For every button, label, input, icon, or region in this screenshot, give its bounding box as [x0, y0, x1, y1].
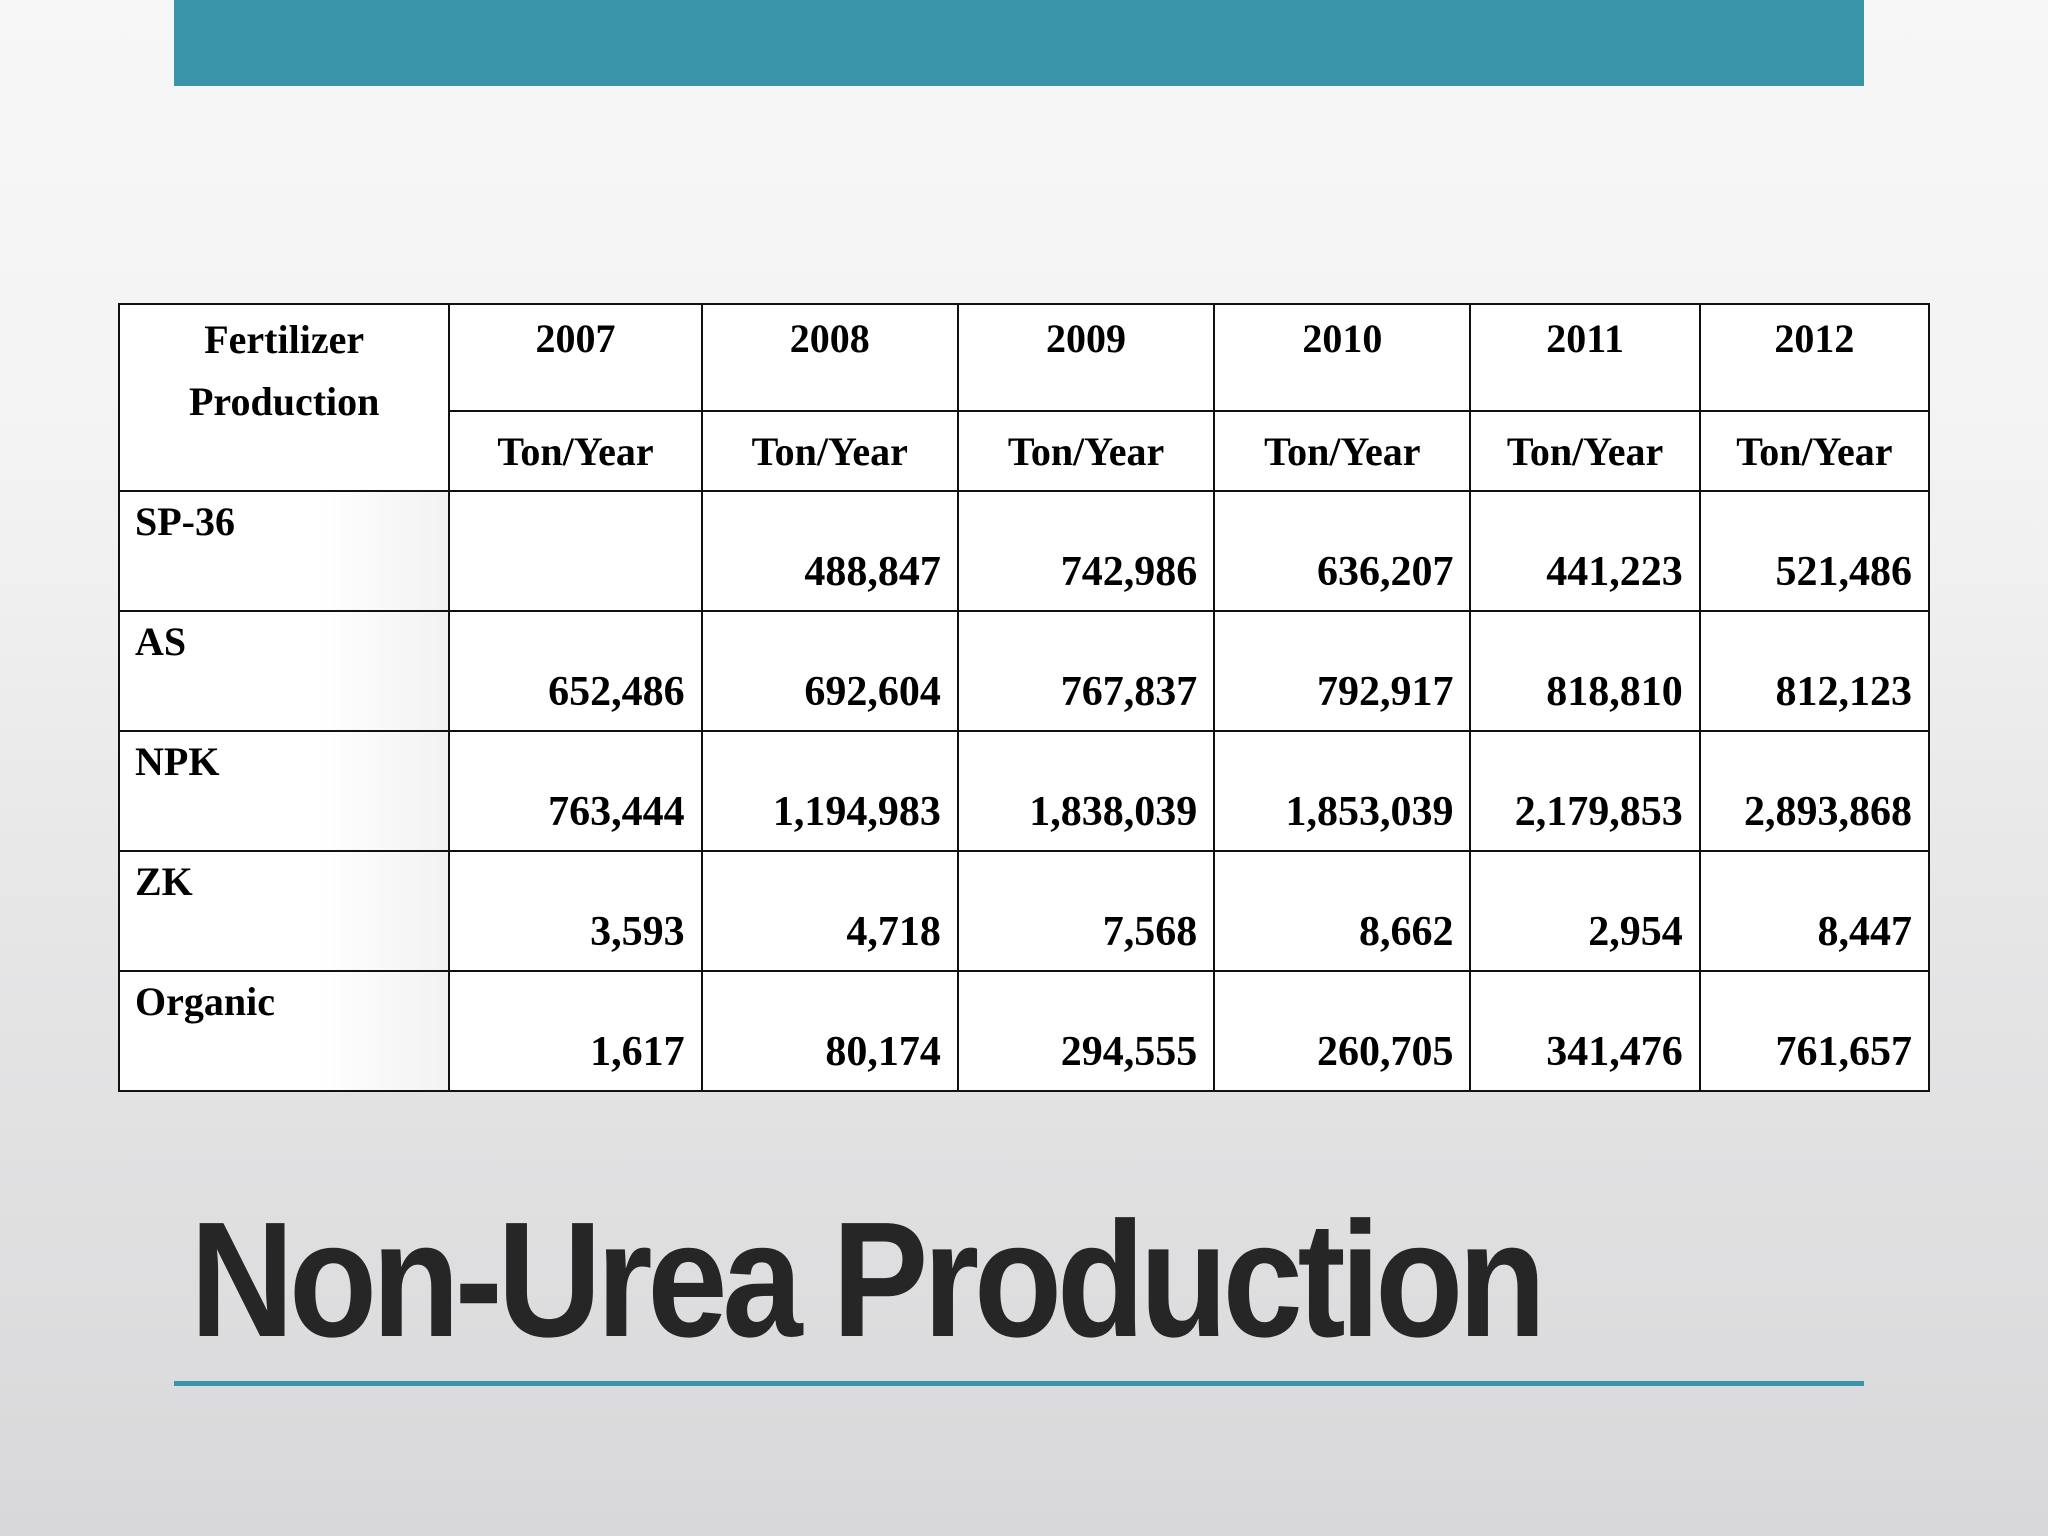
header-unit: Ton/Year [956, 410, 1216, 492]
table-cell: 761,657 [1698, 970, 1931, 1092]
unit-header-row: Ton/Year Ton/Year Ton/Year Ton/Year Ton/… [119, 410, 1931, 492]
table-cell: 1,838,039 [956, 730, 1216, 852]
table-cell: 742,986 [956, 490, 1216, 612]
header-year: 2008 [700, 303, 959, 412]
header-unit: Ton/Year [448, 410, 703, 492]
table-cell: 341,476 [1469, 970, 1701, 1092]
table-cell: 763,444 [448, 730, 703, 852]
slide-title: Non-Urea Production [190, 1188, 1546, 1371]
row-label: SP-36 [117, 490, 451, 612]
table-row-as: AS 652,486 692,604 767,837 792,917 818,8… [117, 610, 1931, 732]
year-header-row: Fertilizer Production 2007 2008 2009 201… [117, 303, 1931, 492]
table-cell: 792,917 [1213, 610, 1472, 732]
header-year: 2009 [956, 303, 1216, 412]
table-cell: 8,447 [1698, 850, 1931, 972]
table-row-zk: ZK 3,593 4,718 7,568 8,662 2,954 8,447 [117, 850, 1931, 972]
row-label: ZK [117, 850, 451, 972]
row-label: NPK [117, 730, 451, 852]
header-year: 2007 [448, 303, 703, 412]
table-cell: 652,486 [448, 610, 703, 732]
table-cell: 2,179,853 [1469, 730, 1701, 852]
table-cell: 260,705 [1213, 970, 1472, 1092]
header-year: 2012 [1698, 303, 1931, 412]
header-unit: Ton/Year [700, 410, 959, 492]
table-cell: 4,718 [700, 850, 959, 972]
table-cell: 812,123 [1698, 610, 1931, 732]
table-cell: 2,893,868 [1698, 730, 1931, 852]
table-cell: 1,194,983 [700, 730, 959, 852]
header-unit: Ton/Year [1469, 410, 1701, 492]
row-label: AS [117, 610, 451, 732]
table-cell: 692,604 [700, 610, 959, 732]
table-cell: 818,810 [1469, 610, 1701, 732]
header-year: 2010 [1213, 303, 1472, 412]
table-row-organic: Organic 1,617 80,174 294,555 260,705 341… [117, 970, 1931, 1092]
table-row-npk: NPK 763,444 1,194,983 1,838,039 1,853,03… [117, 730, 1931, 852]
table-cell: 3,593 [448, 850, 703, 972]
table-cell: 2,954 [1469, 850, 1701, 972]
title-underline [174, 1381, 1864, 1386]
table-cell: 767,837 [956, 610, 1216, 732]
table-cell: 636,207 [1213, 490, 1472, 612]
table-row-sp-36: SP-36 488,847 742,986 636,207 441,223 52… [117, 490, 1931, 612]
table-cell: 488,847 [700, 490, 959, 612]
header-year: 2011 [1469, 303, 1701, 412]
table-cell: 8,662 [1213, 850, 1472, 972]
table-cell: 1,617 [448, 970, 703, 1092]
table-cell: 7,568 [956, 850, 1216, 972]
top-accent-bar [174, 0, 1864, 86]
header-unit: Ton/Year [1698, 410, 1931, 492]
fertilizer-production-table: Fertilizer Production 2007 2008 2009 201… [117, 303, 1931, 1092]
row-label: Organic [117, 970, 451, 1092]
table-cell: 441,223 [1469, 490, 1701, 612]
table-cell: 294,555 [956, 970, 1216, 1092]
table-cell: 1,853,039 [1213, 730, 1472, 852]
table-cell: 80,174 [700, 970, 959, 1092]
header-unit: Ton/Year [1213, 410, 1472, 492]
table-cell: 521,486 [1698, 490, 1931, 612]
header-fertilizer-production: Fertilizer Production [117, 303, 451, 492]
table-cell [448, 490, 703, 612]
